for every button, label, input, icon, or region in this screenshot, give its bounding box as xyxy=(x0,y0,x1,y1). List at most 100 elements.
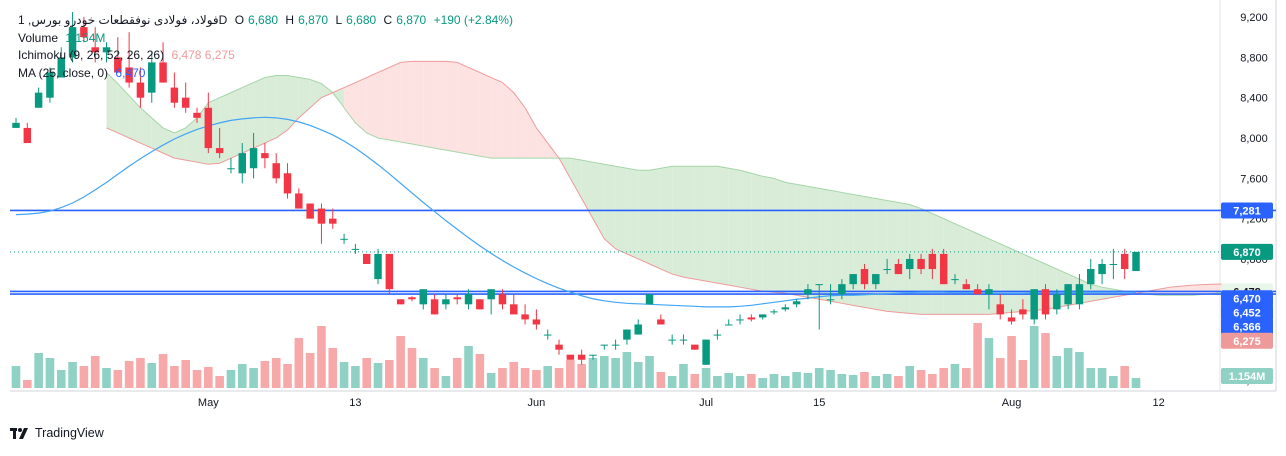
candle-body xyxy=(792,301,801,305)
ichimoku-cloud-segment xyxy=(129,95,141,144)
price-badge-label: 6,275 xyxy=(1233,336,1261,348)
legend-volume-row[interactable]: Volume 1.154M xyxy=(18,30,517,48)
candle-body xyxy=(804,289,812,295)
volume-bar xyxy=(452,358,462,388)
volume-bar xyxy=(622,352,632,388)
volume-bar xyxy=(837,374,847,388)
candle-body xyxy=(215,148,224,154)
candle-body xyxy=(543,334,552,336)
tradingview-brand[interactable]: TradingView xyxy=(10,426,104,440)
candle-body xyxy=(758,314,767,318)
open-label: O xyxy=(234,13,245,27)
ichimoku-cloud-segment xyxy=(728,168,741,288)
volume-bar xyxy=(351,366,360,388)
ichimoku-cloud-segment xyxy=(864,196,876,310)
candle-body xyxy=(91,47,99,53)
ichimoku-cloud-segment xyxy=(604,164,616,249)
ichimoku-cloud-segment xyxy=(423,61,435,149)
ichimoku-cloud-segment xyxy=(581,160,593,219)
ichimoku-cloud-segment xyxy=(513,92,526,159)
volume-bar xyxy=(792,372,801,388)
ichimoku-values: 6,478 6,275 xyxy=(171,48,235,62)
candle-body xyxy=(510,304,518,315)
ichimoku-cloud-segment xyxy=(592,162,605,239)
candle-body xyxy=(170,87,179,103)
volume-bar xyxy=(317,326,326,388)
ichimoku-cloud-segment xyxy=(853,194,865,308)
candle-body xyxy=(238,153,246,174)
candle-body xyxy=(408,297,416,300)
volume-bar xyxy=(532,370,541,388)
volume-bar xyxy=(769,374,779,388)
ma-line xyxy=(15,116,1136,308)
price-badge-label: 6,870 xyxy=(1233,247,1261,259)
price-badge xyxy=(1221,318,1273,335)
candle-body xyxy=(860,269,869,285)
ichimoku-cloud-segment xyxy=(649,168,661,270)
volume-bar xyxy=(848,375,858,388)
candle-body xyxy=(329,218,337,224)
ichimoku-cloud-segment xyxy=(773,178,786,294)
ma-label: MA (25, close, 0) xyxy=(18,65,109,80)
volume-bar xyxy=(226,370,236,388)
candle-body xyxy=(453,297,461,300)
volume-bar xyxy=(599,356,609,388)
ichimoku-cloud-segment xyxy=(706,166,718,284)
volume-bar xyxy=(283,364,292,388)
candle-body xyxy=(939,253,948,285)
volume-bar xyxy=(1041,333,1050,388)
price-badge xyxy=(1221,243,1273,260)
volume-bar xyxy=(928,374,937,388)
candle-body xyxy=(1041,289,1050,315)
ichimoku-cloud-segment xyxy=(660,166,673,275)
candle-body xyxy=(1087,269,1095,285)
ichimoku-cloud-segment xyxy=(344,82,356,123)
candle-body xyxy=(691,344,699,350)
candle-body xyxy=(430,299,439,315)
volume-bar xyxy=(68,362,77,388)
volume-bar xyxy=(916,370,926,388)
ichimoku-cloud-segment xyxy=(457,62,469,155)
x-tick-label: 12 xyxy=(1153,397,1165,409)
candle-body xyxy=(906,258,914,270)
ichimoku-cloud-segment xyxy=(355,77,367,133)
symbol-name[interactable]: فولاد، فولادی نوفقطعات خودرو بورس, 1D xyxy=(18,13,228,27)
volume-bar xyxy=(305,353,315,388)
volume-bar xyxy=(520,368,530,388)
volume-bar xyxy=(237,364,247,388)
ichimoku-cloud-segment xyxy=(785,182,797,296)
volume-bar xyxy=(328,348,338,388)
legend-ichimoku-row[interactable]: Ichimoku (9, 26, 52, 26, 26) 6,478 6,275 xyxy=(18,47,517,65)
volume-bar xyxy=(147,363,157,388)
ichimoku-cloud-segment xyxy=(536,127,548,159)
ichimoku-cloud-segment xyxy=(321,83,333,98)
x-tick-label: 15 xyxy=(813,397,825,409)
volume-bar xyxy=(905,366,915,388)
candle-body xyxy=(125,67,133,83)
volume-bar xyxy=(950,364,960,388)
volume-bar xyxy=(339,362,349,388)
candle-body xyxy=(1120,253,1129,270)
ichimoku-cloud-segment xyxy=(1203,284,1216,295)
ichimoku-cloud-segment xyxy=(230,87,243,159)
candle-body xyxy=(396,299,405,305)
ichimoku-cloud-segment xyxy=(479,72,492,159)
candle-body xyxy=(57,57,65,78)
volume-bar xyxy=(1086,368,1096,388)
x-tick-label: 13 xyxy=(349,397,361,409)
volume-bar xyxy=(396,336,405,388)
legend-ma-row[interactable]: MA (25, close, 0) 6,470 xyxy=(18,65,517,83)
ichimoku-cloud-segment xyxy=(400,61,412,145)
ichimoku-span-b-line xyxy=(106,60,1227,315)
ichimoku-cloud-segment xyxy=(287,75,299,130)
candle-body xyxy=(555,344,563,350)
volume-bar xyxy=(113,370,123,388)
volume-bar xyxy=(656,372,666,388)
ichimoku-cloud-segment xyxy=(717,166,729,286)
candle-body xyxy=(1064,284,1072,305)
volume-bar xyxy=(803,373,813,388)
ichimoku-cloud-segment xyxy=(253,77,265,149)
volume-bar xyxy=(430,368,439,388)
